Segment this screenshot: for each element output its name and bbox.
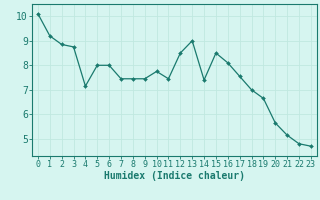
X-axis label: Humidex (Indice chaleur): Humidex (Indice chaleur) <box>104 171 245 181</box>
